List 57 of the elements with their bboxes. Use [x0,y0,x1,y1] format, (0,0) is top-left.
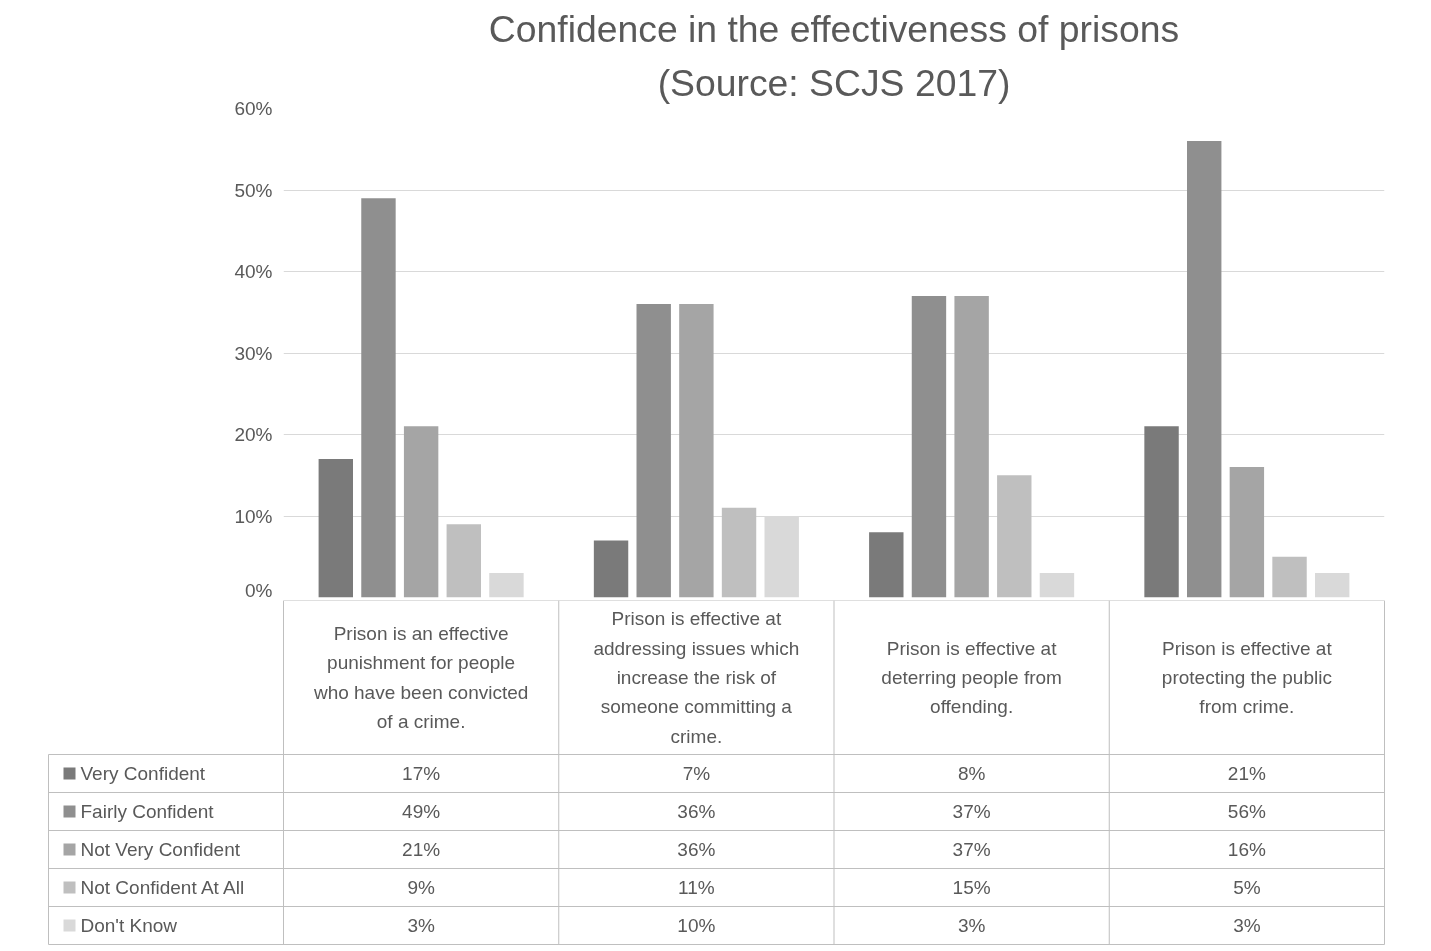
y-tick-label: 10% [234,505,273,527]
bar [636,304,671,598]
chart-subtitle: (Source: SCJS 2017) [657,61,1011,104]
x-tick-label: Prison is effective at protecting the public from crime. [1161,637,1333,718]
y-tick-label: 40% [234,261,273,282]
legend-label: Very Confident [80,763,206,784]
x-tick-label: Prison is an effective punishment for people who have been convicted of a crime. [312,622,529,733]
y-tick-label: 60% [234,98,273,119]
data-label: 3% [407,915,435,936]
x-tick-label: Prison is effective at deterring people from offending. [881,637,1062,718]
bar [593,540,629,598]
data-label: 5% [1233,877,1261,898]
y-tick-label: 30% [234,342,273,364]
y-tick-label: 20% [234,424,273,445]
bar [1039,573,1075,598]
data-label: 21% [402,839,441,860]
data-label: 10% [677,915,716,936]
data-label: 3% [1233,915,1261,936]
bar [1315,573,1350,598]
data-label: 49% [402,801,441,822]
bar [911,295,947,598]
data-label: 16% [1227,839,1266,860]
bar [869,532,904,598]
bar [361,198,396,598]
y-tick-label: 0% [245,579,273,601]
legend-label: Not Very Confident [80,839,241,860]
data-label: 56% [1227,801,1266,822]
data-label: 36% [677,839,716,860]
data-label: 9% [407,877,435,898]
bar [489,573,524,598]
legend-label: Don't Know [80,915,178,936]
bar [679,304,714,598]
bar [446,524,481,598]
data-label: 8% [957,763,986,784]
bar [954,295,989,598]
bar [318,458,353,598]
data-label: 37% [952,839,991,860]
bar [1272,556,1307,598]
bar [1144,426,1179,598]
x-tick-label: Prison is effective at addressing issues which increase the risk of someone committing a crime. [593,608,800,747]
data-label: 36% [677,801,716,822]
data-label: 15% [952,877,991,898]
bar [403,426,439,598]
chart-title: Confidence in the effectiveness of prisons [488,7,1180,50]
data-label: 7% [682,763,711,784]
data-label: 11% [678,877,715,898]
data-label: 37% [952,801,991,822]
legend-label: Fairly Confident [80,801,215,822]
bar [1187,141,1222,598]
bar [721,507,757,598]
data-label: 17% [402,763,441,784]
bar [997,475,1032,598]
legend-label: Not Confident At All [80,877,245,898]
bar [1229,467,1265,598]
y-tick-label: 50% [234,179,273,201]
data-label: 3% [957,915,986,936]
data-label: 21% [1227,763,1266,784]
